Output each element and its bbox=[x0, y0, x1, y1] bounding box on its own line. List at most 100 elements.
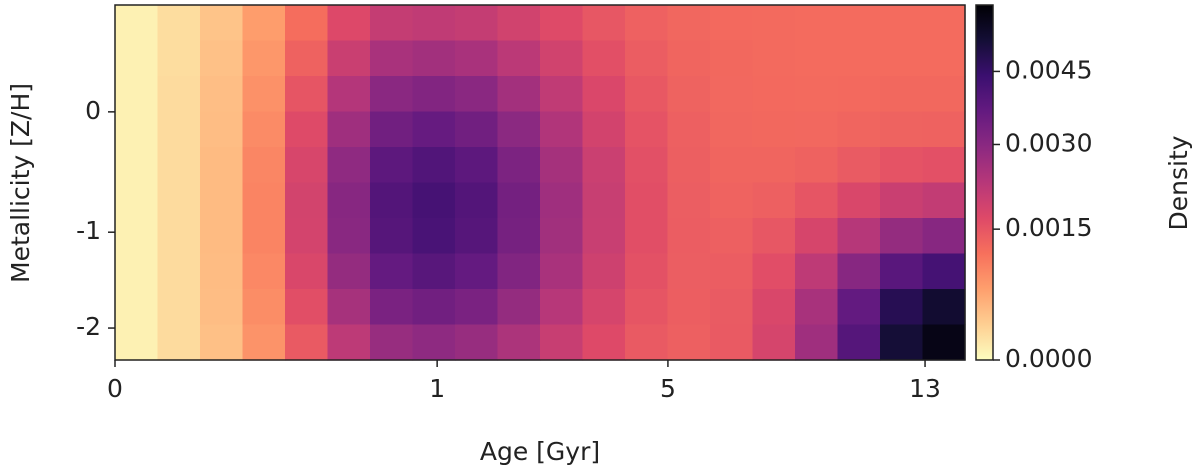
heatmap-cell bbox=[115, 253, 159, 290]
heatmap-cell bbox=[837, 182, 881, 219]
heatmap-cell bbox=[795, 253, 839, 290]
heatmap-cell bbox=[455, 324, 499, 361]
heatmap-cell bbox=[752, 253, 796, 290]
x-axis-label: Age [Gyr] bbox=[480, 437, 600, 466]
heatmap-cell bbox=[242, 40, 286, 77]
heatmap-cell bbox=[667, 324, 711, 361]
heatmap-cell bbox=[667, 111, 711, 148]
heatmap-cell bbox=[795, 218, 839, 255]
heatmap-cell bbox=[412, 40, 456, 77]
heatmap-cell bbox=[497, 289, 541, 326]
heatmap-cell bbox=[327, 324, 371, 361]
heatmap-cell bbox=[455, 289, 499, 326]
heatmap-cell bbox=[115, 218, 159, 255]
heatmap-cell bbox=[752, 147, 796, 184]
heatmap-cell bbox=[667, 253, 711, 290]
heatmap-cell bbox=[710, 324, 754, 361]
heatmap-cell bbox=[157, 147, 201, 184]
heatmap-cell bbox=[285, 218, 329, 255]
y-tick-label: -1 bbox=[76, 216, 101, 245]
heatmap-cell bbox=[157, 40, 201, 77]
heatmap-cell bbox=[285, 111, 329, 148]
heatmap-cell bbox=[752, 5, 796, 42]
heatmap-cell bbox=[880, 111, 924, 148]
heatmap-cell bbox=[540, 218, 584, 255]
heatmap-cell bbox=[285, 324, 329, 361]
heatmap-cell bbox=[752, 111, 796, 148]
heatmap-cell bbox=[200, 218, 244, 255]
heatmap-cell bbox=[710, 147, 754, 184]
heatmap-cell bbox=[285, 76, 329, 113]
x-tick-label: 1 bbox=[429, 374, 445, 403]
heatmap-cell bbox=[582, 111, 626, 148]
heatmap-cell bbox=[582, 289, 626, 326]
heatmap-cell bbox=[370, 218, 414, 255]
heatmap-cell bbox=[710, 218, 754, 255]
heatmap-cell bbox=[667, 182, 711, 219]
heatmap-cell bbox=[667, 218, 711, 255]
heatmap-cell bbox=[455, 76, 499, 113]
heatmap-cell bbox=[497, 182, 541, 219]
heatmap-cell bbox=[455, 182, 499, 219]
heatmap-cell bbox=[795, 182, 839, 219]
heatmap-cell bbox=[327, 5, 371, 42]
heatmap-cell bbox=[710, 253, 754, 290]
heatmap-cell bbox=[625, 218, 669, 255]
heatmap-cell bbox=[200, 289, 244, 326]
heatmap-cell bbox=[412, 289, 456, 326]
heatmap-cell bbox=[922, 111, 966, 148]
heatmap-cell bbox=[157, 111, 201, 148]
heatmap-cell bbox=[115, 324, 159, 361]
colorbar-label: Density bbox=[1164, 135, 1193, 230]
heatmap-cell bbox=[752, 324, 796, 361]
heatmap-cell bbox=[242, 5, 286, 42]
heatmap-cell bbox=[327, 147, 371, 184]
heatmap-cell bbox=[540, 5, 584, 42]
heatmap-cell bbox=[497, 218, 541, 255]
heatmap-cell bbox=[115, 182, 159, 219]
heatmap-cell bbox=[327, 218, 371, 255]
heatmap-cell bbox=[710, 5, 754, 42]
heatmap-cell bbox=[242, 147, 286, 184]
heatmap-cell bbox=[837, 253, 881, 290]
heatmap-cell bbox=[242, 111, 286, 148]
heatmap-cell bbox=[540, 253, 584, 290]
heatmap-cell bbox=[667, 147, 711, 184]
heatmap-cell bbox=[582, 182, 626, 219]
heatmap-cell bbox=[582, 5, 626, 42]
heatmap-cell bbox=[752, 76, 796, 113]
heatmap-cell bbox=[710, 289, 754, 326]
heatmap-cell bbox=[115, 111, 159, 148]
heatmap-cell bbox=[242, 218, 286, 255]
heatmap-cell bbox=[880, 40, 924, 77]
heatmap-cell bbox=[497, 324, 541, 361]
heatmap-cell bbox=[667, 40, 711, 77]
heatmap-cell bbox=[242, 76, 286, 113]
colorbar-tick-label: 0.0015 bbox=[1005, 213, 1092, 242]
heatmap-cell bbox=[412, 218, 456, 255]
heatmap-cell bbox=[497, 253, 541, 290]
heatmap-cell bbox=[115, 289, 159, 326]
heatmap-cell bbox=[540, 76, 584, 113]
heatmap-cell bbox=[837, 111, 881, 148]
heatmap-cell bbox=[752, 218, 796, 255]
heatmap-cell bbox=[922, 324, 966, 361]
heatmap-cell bbox=[795, 5, 839, 42]
heatmap-cell bbox=[667, 5, 711, 42]
heatmap bbox=[115, 5, 966, 361]
heatmap-cell bbox=[625, 324, 669, 361]
heatmap-cell bbox=[200, 5, 244, 42]
heatmap-cell bbox=[922, 5, 966, 42]
heatmap-cell bbox=[327, 289, 371, 326]
heatmap-cell bbox=[285, 182, 329, 219]
heatmap-cell bbox=[710, 40, 754, 77]
colorbar-tick-label: 0.0000 bbox=[1005, 344, 1092, 373]
heatmap-cell bbox=[582, 76, 626, 113]
heatmap-cell bbox=[837, 5, 881, 42]
x-tick-label: 13 bbox=[909, 374, 941, 403]
heatmap-cell bbox=[157, 289, 201, 326]
heatmap-cell bbox=[667, 289, 711, 326]
heatmap-cell bbox=[412, 111, 456, 148]
heatmap-cell bbox=[327, 253, 371, 290]
heatmap-cell bbox=[880, 289, 924, 326]
